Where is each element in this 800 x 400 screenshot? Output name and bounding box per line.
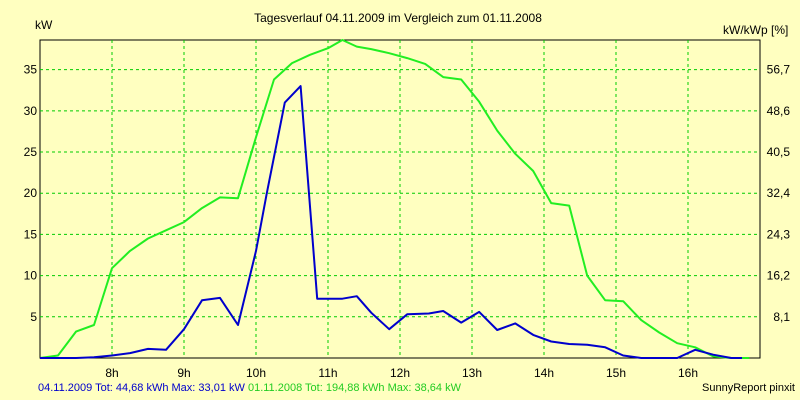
y-tick-label-right: 56,7 [767, 63, 791, 77]
legend-2008: 01.11.2008 Tot: 194,88 kWh Max: 38,64 kW [247, 382, 461, 394]
series-layer [39, 39, 750, 359]
tick-labels: 8h 9h 10h 11h 12h 13h 14h 15h 16h 5 8,1 10 16,2 15 24,… [24, 63, 791, 380]
series-line-04.11.2009 [40, 85, 742, 359]
grid-lines [40, 40, 760, 358]
series-line-01.11.2008 [39, 39, 750, 359]
x-tick-label: 10h [246, 366, 266, 380]
x-tick-label: 13h [462, 366, 482, 380]
x-tick-label: 9h [177, 366, 190, 380]
y-tick-label-right: 24,3 [767, 227, 791, 241]
x-tick-label: 14h [534, 366, 554, 380]
x-tick-label: 15h [606, 366, 626, 380]
x-tick-label: 11h [318, 366, 337, 380]
footer-totals: 04.11.2009 Tot: 44,68 kWh Max: 33,01 kW … [38, 382, 461, 394]
x-tick-label: 16h [678, 366, 698, 380]
chart-title: Tagesverlauf 04.11.2009 im Vergleich zum… [254, 11, 542, 25]
y-tick-label-right: 16,2 [767, 269, 791, 283]
y-tick-label-right: 48,6 [767, 104, 791, 118]
y-tick-label-left: 35 [24, 63, 38, 77]
y-axis-label-right: kW/kWp [%] [723, 23, 788, 37]
legend-2009: 04.11.2009 Tot: 44,68 kWh Max: 33,01 kW [38, 382, 245, 394]
y-tick-label-right: 32,4 [767, 186, 791, 200]
x-tick-label: 12h [390, 366, 410, 380]
y-tick-label-right: 8,1 [773, 310, 790, 324]
y-tick-label-left: 10 [24, 269, 38, 283]
y-tick-label-left: 20 [24, 186, 38, 200]
y-tick-label-left: 5 [30, 310, 37, 324]
y-tick-label-left: 30 [24, 104, 38, 118]
credit-text: SunnyReport pinxit [702, 382, 795, 394]
y-tick-label-left: 15 [24, 227, 38, 241]
y-tick-label-left: 25 [24, 145, 38, 159]
y-axis-label-left: kW [35, 18, 53, 32]
y-tick-label-right: 40,5 [767, 145, 791, 159]
x-tick-label: 8h [105, 366, 118, 380]
